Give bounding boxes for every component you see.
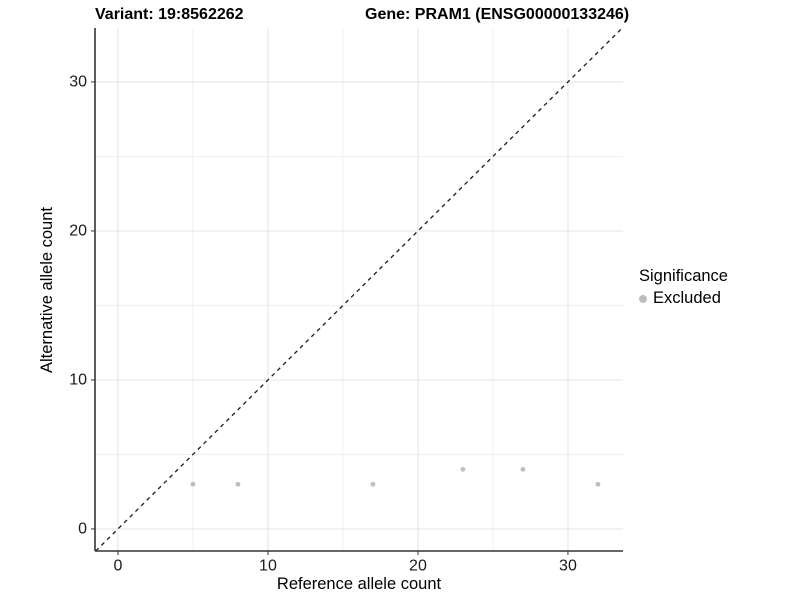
y-tick-label: 0	[78, 520, 87, 537]
legend-entry-label: Excluded	[653, 289, 721, 307]
legend-title: Significance	[639, 267, 728, 285]
data-point	[370, 481, 376, 487]
x-tick-label: 0	[113, 557, 122, 574]
data-point	[520, 466, 526, 472]
data-point	[235, 481, 241, 487]
data-point	[460, 466, 466, 472]
data-points	[190, 466, 601, 487]
identity-line	[95, 27, 623, 552]
y-tick-labels: 0 10 20 30	[69, 73, 87, 537]
data-point	[595, 481, 601, 487]
legend-entry-excluded: Excluded	[639, 289, 728, 308]
x-axis-title: Reference allele count	[276, 575, 442, 593]
minor-gridlines	[95, 28, 623, 551]
data-point	[190, 481, 196, 487]
y-axis-title: Alternative allele count	[38, 207, 56, 374]
x-tick-label: 10	[259, 557, 277, 574]
x-tick-label: 20	[409, 557, 427, 574]
x-tick-label: 30	[559, 557, 577, 574]
tick-marks	[91, 81, 569, 555]
gene-title: Gene: PRAM1 (ENSG00000133246)	[365, 6, 630, 23]
y-tick-label: 30	[69, 73, 87, 90]
x-tick-labels: 0 10 20 30	[113, 557, 576, 574]
major-gridlines	[95, 28, 623, 551]
axis-lines	[94, 28, 623, 552]
variant-title: Variant: 19:8562262	[95, 6, 244, 23]
excluded-point-icon	[639, 294, 647, 303]
y-tick-label: 10	[69, 371, 87, 388]
legend: Significance Excluded	[639, 267, 728, 308]
y-tick-label: 20	[69, 222, 87, 239]
